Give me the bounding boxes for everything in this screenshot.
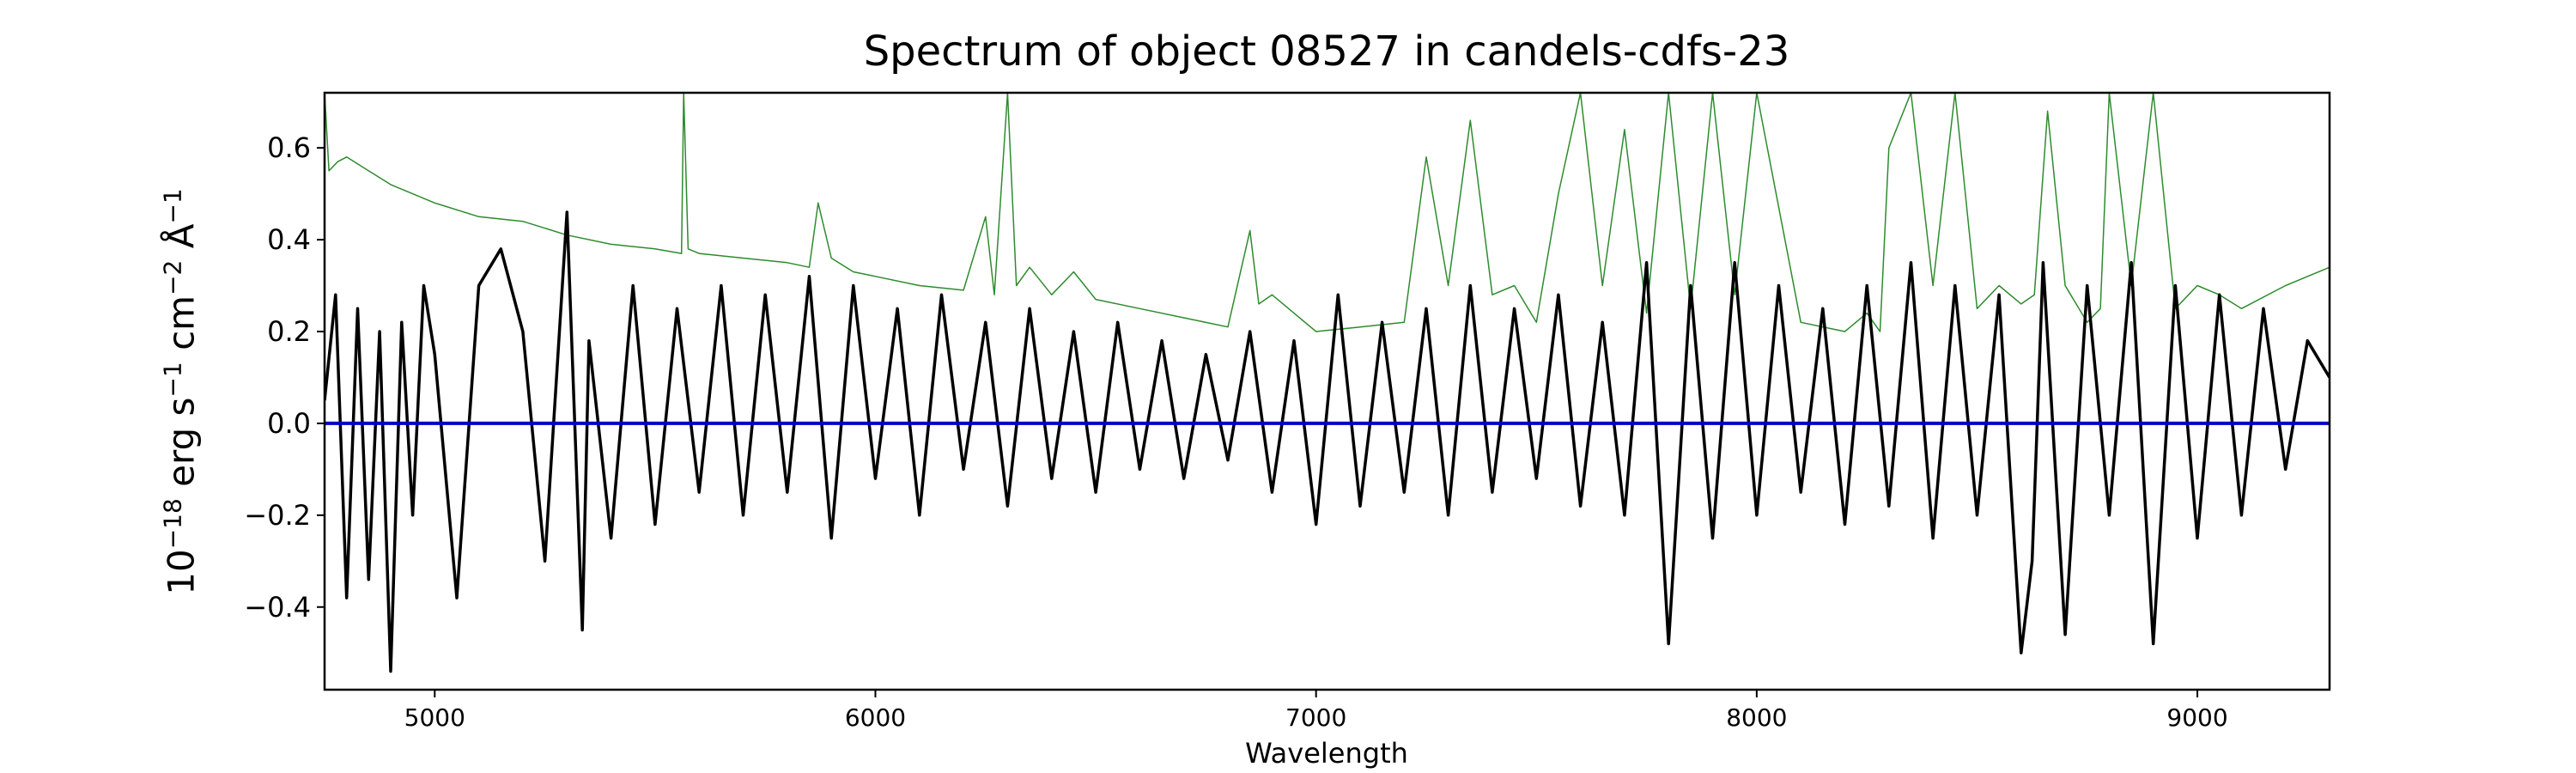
y-tick-label: 0.2 bbox=[267, 315, 311, 348]
y-tick-label: 0.0 bbox=[267, 407, 311, 440]
x-tick-label: 7000 bbox=[1285, 703, 1346, 732]
x-tick-label: 9000 bbox=[2166, 703, 2227, 732]
plot-frame bbox=[323, 91, 2331, 691]
y-tick-label: −0.4 bbox=[244, 591, 311, 624]
series-line-flux bbox=[325, 210, 2330, 673]
x-tick-label: 6000 bbox=[845, 703, 906, 732]
series-line-noise bbox=[325, 93, 2330, 332]
x-tick-label: 8000 bbox=[1726, 703, 1787, 732]
y-tick-label: 0.4 bbox=[267, 223, 311, 256]
chart-title: Spectrum of object 08527 in candels-cdfs… bbox=[863, 27, 1790, 76]
x-axis-label: Wavelength bbox=[1245, 737, 1408, 770]
y-tick-label: −0.2 bbox=[244, 499, 311, 532]
y-tick-label: 0.6 bbox=[267, 131, 311, 164]
x-tick-label: 5000 bbox=[404, 703, 465, 732]
